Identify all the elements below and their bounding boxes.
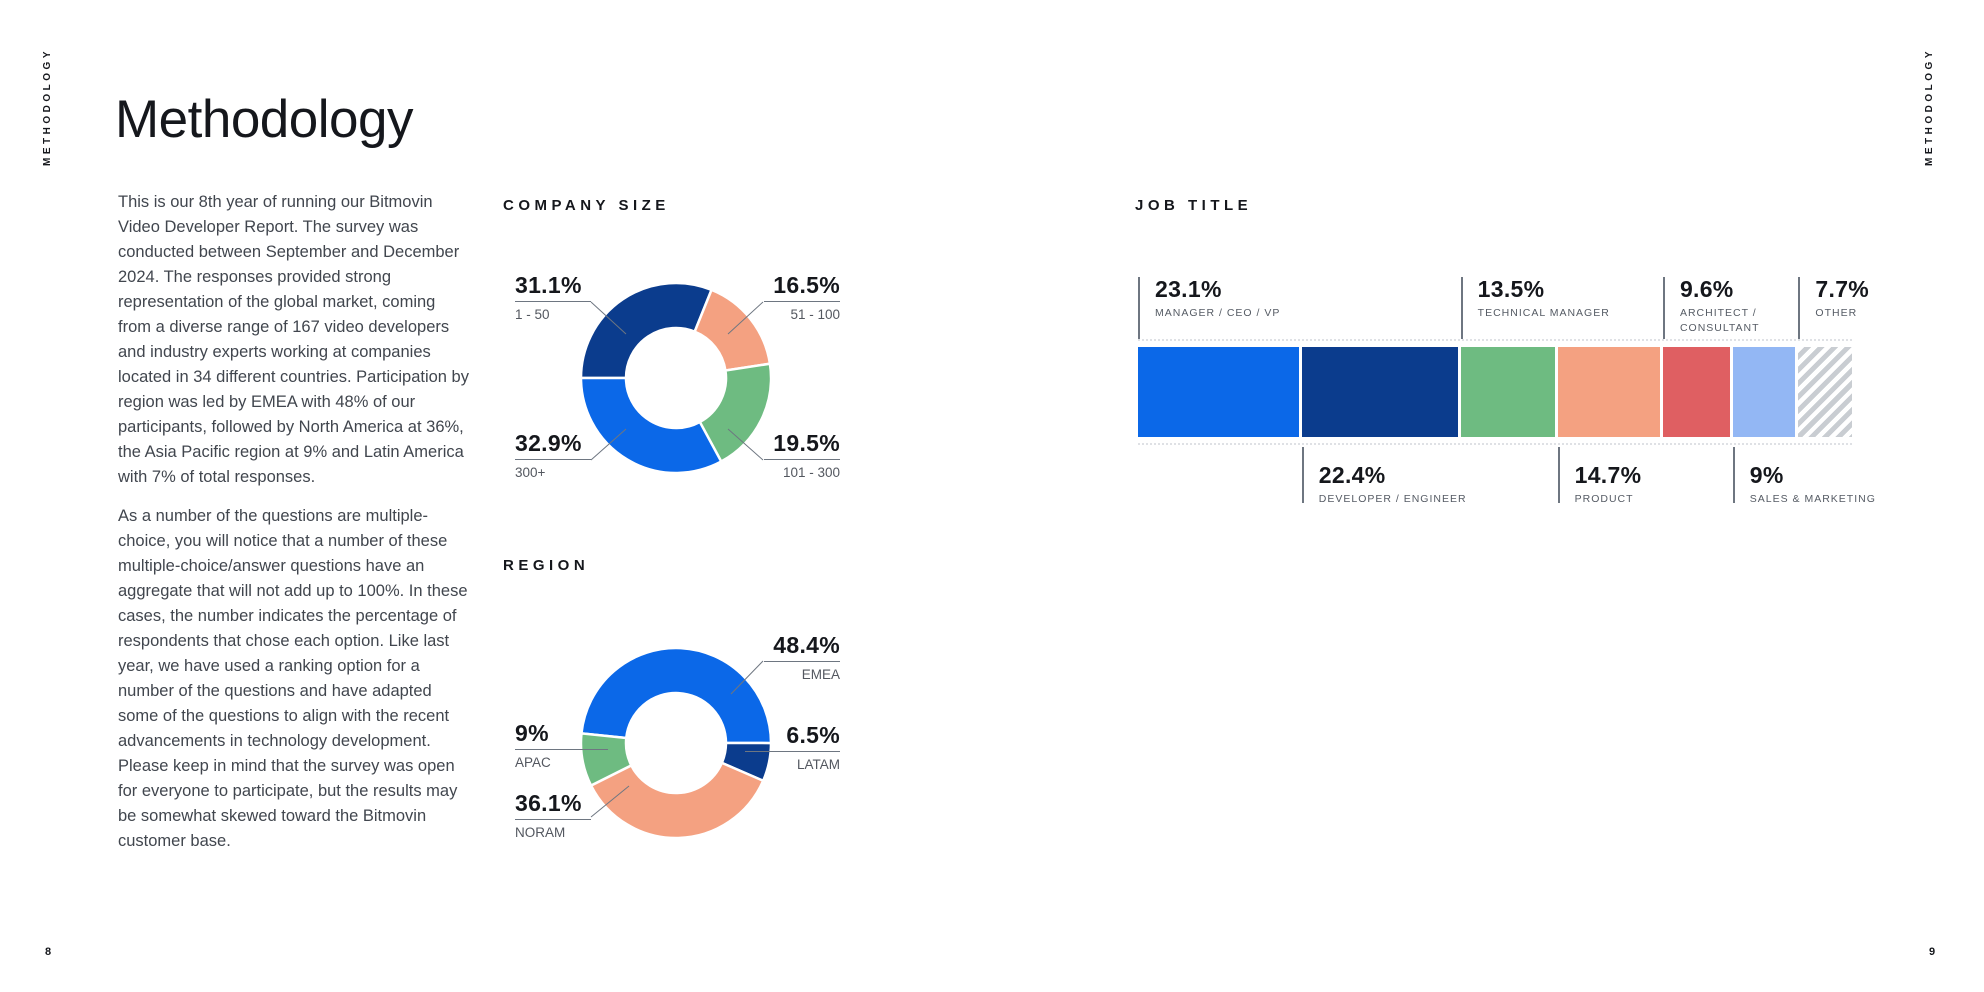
bar-segment-technical-manager xyxy=(1460,347,1555,437)
donut-label-1-50: 31.1% 1 - 50 xyxy=(515,272,591,323)
bottom-guide-dotted-line xyxy=(1138,443,1852,445)
label-rule xyxy=(764,459,840,460)
label-rule xyxy=(515,301,591,302)
bar-value: 22.4% xyxy=(1318,462,1386,488)
donut-category: APAC xyxy=(515,755,551,770)
donut-value: 48.4% xyxy=(773,632,840,658)
bar-label-sales-marketing: 9% SALES & MARKETING xyxy=(1732,447,1920,505)
donut-label-apac: 9% APAC xyxy=(515,720,608,771)
job-title-heading: JOB TITLE xyxy=(1135,197,1253,214)
bar-label-developer-engineer: 22.4% DEVELOPER / ENGINEER xyxy=(1301,447,1489,505)
intro-paragraph-2: As a number of the questions are multipl… xyxy=(118,507,468,850)
donut-value: 32.9% xyxy=(515,430,582,456)
bar-value: 9% xyxy=(1749,462,1784,488)
donut-value: 31.1% xyxy=(515,272,582,298)
donut-slice-1---50 xyxy=(579,281,714,380)
bar-value: 13.5% xyxy=(1477,276,1545,302)
donut-value: 6.5% xyxy=(786,722,840,748)
bar-segment-other xyxy=(1798,347,1852,437)
top-guide-dotted-line xyxy=(1138,339,1852,341)
intro-copy: This is our 8th year of running our Bitm… xyxy=(118,190,472,868)
donut-label-emea: 48.4% EMEA xyxy=(764,632,840,683)
bar-category: OTHER xyxy=(1815,307,1858,319)
label-rule xyxy=(515,819,591,820)
bar-label-other: 7.7% OTHER xyxy=(1798,277,1984,339)
donut-category: 101 - 300 xyxy=(782,465,840,480)
donut-label-51-100: 16.5% 51 - 100 xyxy=(764,272,840,323)
bar-label-architect-: 9.6% ARCHITECT / CONSULTANT xyxy=(1662,276,1850,339)
donut-label-latam: 6.5% LATAM xyxy=(745,722,840,773)
donut-label-noram: 36.1% NORAM xyxy=(515,790,591,841)
donut-slice-emea xyxy=(580,646,773,745)
bar-category: PRODUCT xyxy=(1574,493,1634,505)
donut-value: 9% xyxy=(515,720,549,746)
label-rule xyxy=(515,749,608,750)
region-heading: REGION xyxy=(503,557,590,574)
right-rail-label: METHODOLOGY xyxy=(1924,48,1935,166)
donut-slice-apac xyxy=(579,732,633,788)
page-title: Methodology xyxy=(115,90,413,149)
donut-value: 36.1% xyxy=(515,790,582,816)
bar-segment-architect- xyxy=(1662,347,1730,437)
bar-value: 14.7% xyxy=(1574,462,1642,488)
bar-segment-developer-engineer xyxy=(1301,347,1458,437)
bar-label-technical-manager: 13.5% TECHNICAL MANAGER xyxy=(1460,276,1648,339)
bar-segment-sales-marketing xyxy=(1732,347,1796,437)
bar-label-product: 14.7% PRODUCT xyxy=(1557,447,1745,505)
bar-segment-product xyxy=(1557,347,1660,437)
bar-value: 7.7% xyxy=(1815,276,1870,302)
donut-label-300plus: 32.9% 300+ xyxy=(515,430,591,481)
label-rule xyxy=(745,751,840,752)
donut-category: 300+ xyxy=(515,465,546,480)
label-rule xyxy=(515,459,591,460)
donut-slice-300+ xyxy=(579,376,723,475)
donut-slice-51---100 xyxy=(693,288,772,372)
donut-slice-noram xyxy=(589,761,765,840)
donut-value: 16.5% xyxy=(773,272,840,298)
donut-category: LATAM xyxy=(796,757,840,772)
donut-category: NORAM xyxy=(515,825,566,840)
label-rule xyxy=(764,301,840,302)
bar-category: DEVELOPER / ENGINEER xyxy=(1318,493,1467,505)
bar-label-manager-ceo-vp: 23.1% MANAGER / CEO / VP xyxy=(1138,277,1325,339)
page-number-left: 8 xyxy=(45,946,52,958)
bar-segment-manager-ceo-vp xyxy=(1138,347,1299,437)
bar-category: TECHNICAL MANAGER xyxy=(1477,307,1610,319)
donut-category: 51 - 100 xyxy=(790,307,840,322)
bar-value: 23.1% xyxy=(1155,276,1222,302)
job-title-stacked-bar xyxy=(1138,347,1852,437)
label-rule xyxy=(764,661,840,662)
intro-paragraph-1: This is our 8th year of running our Bitm… xyxy=(118,193,469,486)
page-number-right: 9 xyxy=(1929,946,1936,958)
left-rail-label: METHODOLOGY xyxy=(42,48,53,166)
donut-value: 19.5% xyxy=(773,430,840,456)
bar-category: SALES & MARKETING xyxy=(1749,493,1876,505)
region-donut-chart xyxy=(579,646,773,840)
bar-category: ARCHITECT / CONSULTANT xyxy=(1679,307,1760,335)
donut-category: EMEA xyxy=(801,667,840,682)
bar-category: MANAGER / CEO / VP xyxy=(1155,307,1281,319)
donut-category: 1 - 50 xyxy=(515,307,550,322)
company-size-heading: COMPANY SIZE xyxy=(503,197,670,214)
donut-label-101-300: 19.5% 101 - 300 xyxy=(764,430,840,481)
bar-value: 9.6% xyxy=(1679,276,1734,302)
